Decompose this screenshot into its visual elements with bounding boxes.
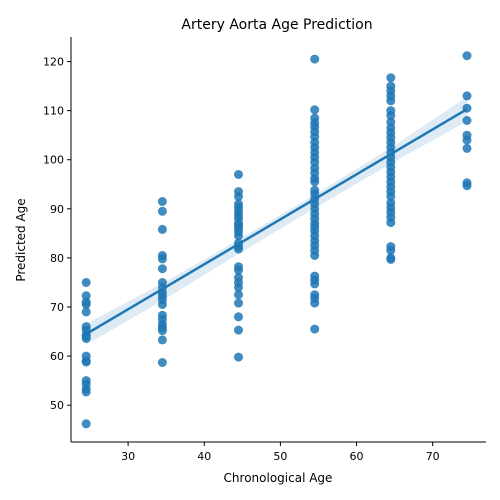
y-tick-label: 110 — [43, 105, 64, 118]
data-point — [157, 358, 167, 367]
x-tick-label: 40 — [197, 450, 211, 463]
data-point — [81, 300, 91, 309]
x-tick-label: 50 — [273, 450, 287, 463]
data-point — [157, 224, 167, 234]
data-point — [386, 246, 396, 255]
data-point — [234, 352, 243, 362]
data-point — [462, 181, 472, 191]
x-tick-label: 60 — [350, 450, 364, 463]
data-point — [81, 387, 91, 397]
data-point — [462, 143, 472, 153]
y-tick-label: 90 — [50, 203, 64, 216]
data-point — [234, 231, 243, 241]
data-point — [310, 251, 320, 260]
data-point — [81, 291, 91, 301]
data-point — [462, 116, 472, 125]
data-point — [386, 111, 396, 120]
x-tick-label: 70 — [426, 450, 440, 463]
data-point — [310, 105, 320, 115]
y-tick-label: 80 — [50, 252, 64, 265]
data-point — [157, 206, 167, 216]
y-tick-label: 70 — [50, 301, 64, 314]
data-point — [157, 326, 167, 336]
regression-line — [85, 108, 468, 336]
y-tick-label: 120 — [43, 56, 64, 69]
data-point — [81, 307, 91, 317]
data-point — [81, 278, 91, 287]
data-point — [310, 298, 320, 308]
y-tick-label: 50 — [50, 399, 64, 412]
data-point — [462, 51, 472, 61]
data-point — [234, 290, 243, 300]
data-point — [462, 91, 472, 101]
data-point — [386, 192, 396, 201]
data-point — [310, 54, 320, 64]
data-point — [234, 298, 243, 308]
data-point — [386, 73, 396, 83]
data-point — [234, 312, 243, 322]
y-axis-label: Predicted Age — [14, 198, 28, 281]
data-point — [81, 333, 91, 343]
data-point — [157, 300, 167, 309]
data-point — [157, 264, 167, 274]
data-point — [234, 282, 243, 292]
data-point — [386, 254, 396, 264]
data-point — [81, 357, 91, 367]
data-point — [81, 419, 91, 429]
data-point — [157, 254, 167, 264]
data-point — [310, 177, 320, 187]
axes-layer: 30 40 50 60 70 50 60 70 80 90 100 110 120 — [43, 37, 486, 463]
x-tick-label: 30 — [121, 450, 135, 463]
data-point — [157, 335, 167, 345]
x-axis-label: Chronological Age — [224, 471, 333, 485]
data-point — [462, 135, 472, 145]
data-point — [234, 170, 243, 179]
data-point — [310, 324, 320, 334]
y-tick-label: 60 — [50, 350, 64, 363]
data-point — [157, 197, 167, 206]
y-tick-label: 100 — [43, 154, 64, 167]
data-point — [386, 218, 396, 228]
data-point — [234, 192, 243, 201]
data-point — [310, 279, 320, 289]
regression-line-layer — [85, 108, 468, 336]
data-point — [234, 265, 243, 275]
data-point — [234, 325, 243, 335]
data-point — [386, 96, 396, 106]
chart-title: Artery Aorta Age Prediction — [181, 17, 372, 33]
points-layer — [81, 51, 472, 429]
